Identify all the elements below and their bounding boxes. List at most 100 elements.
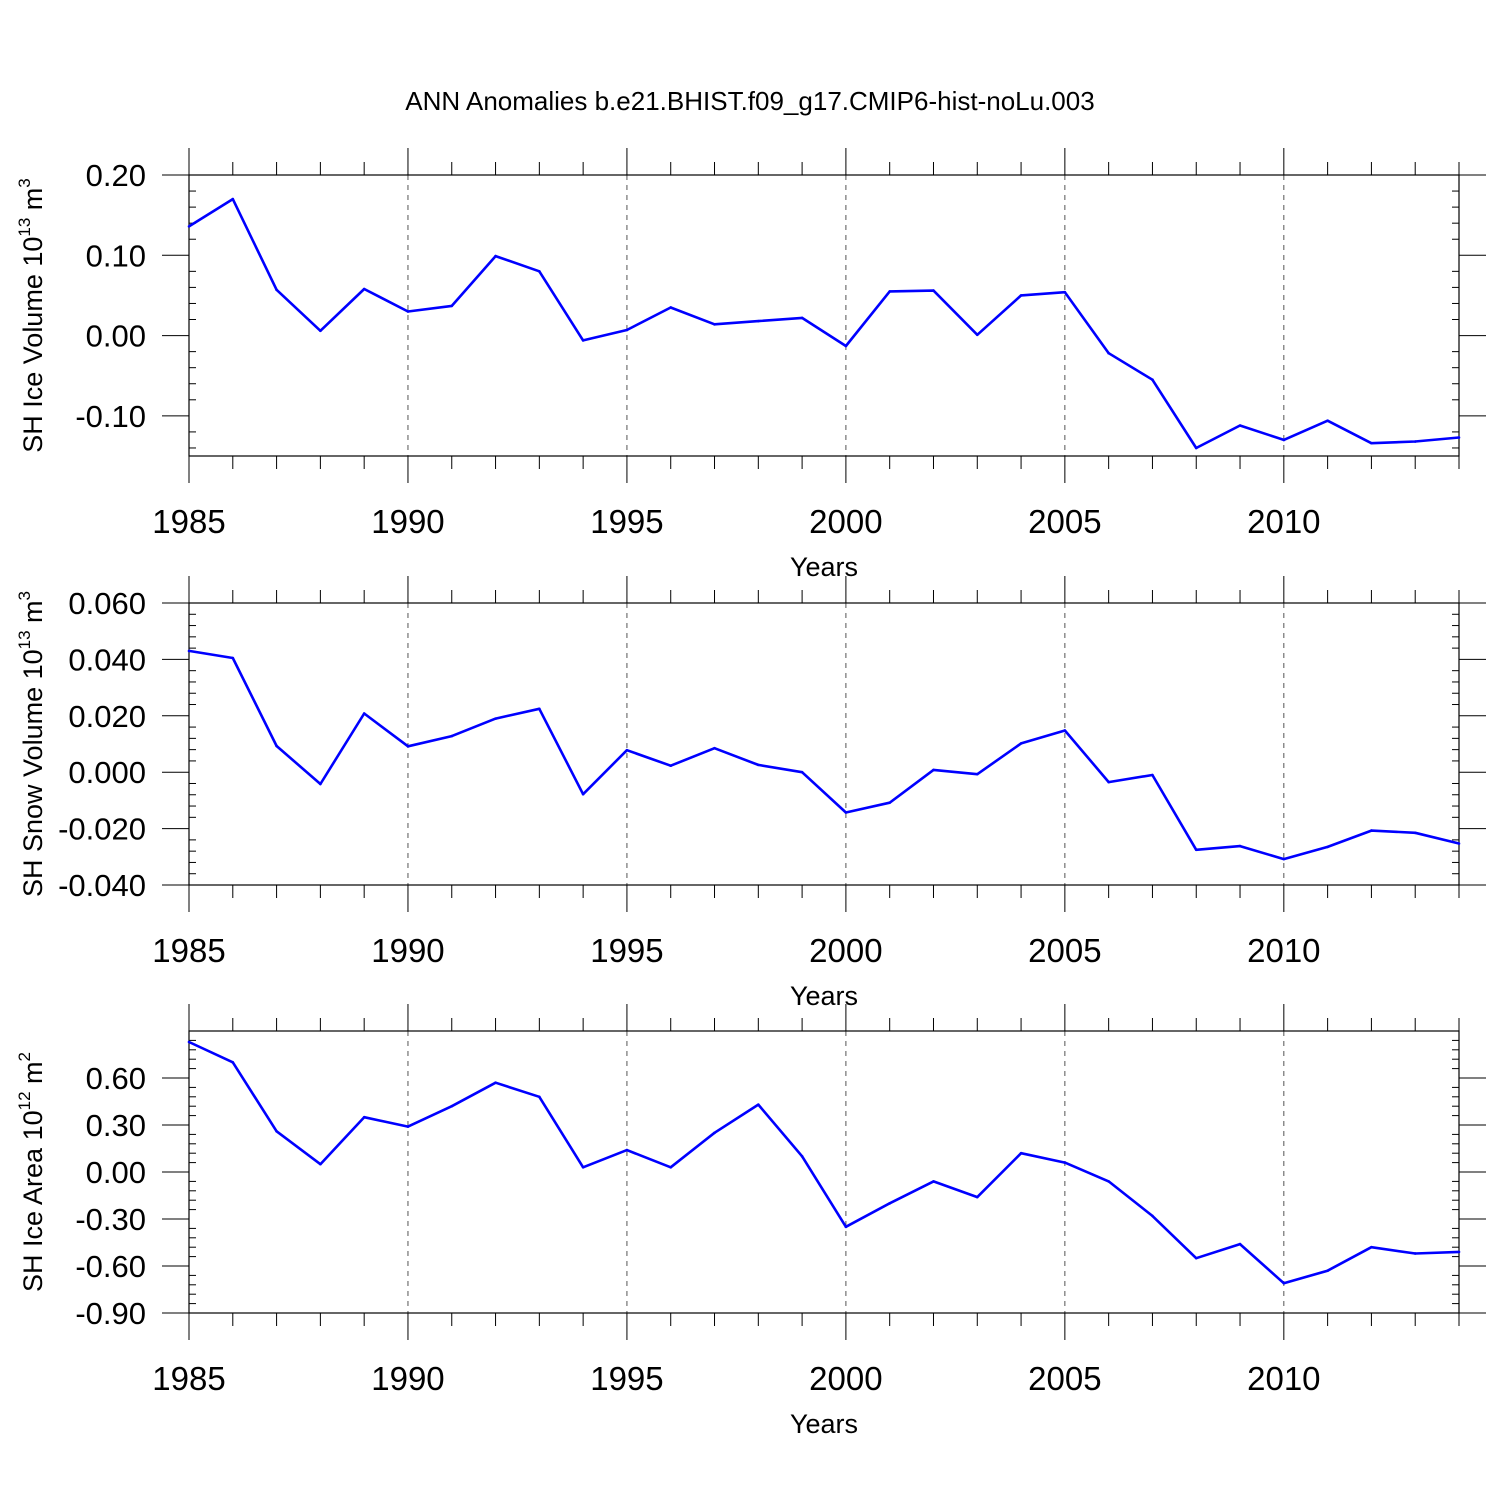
data-point xyxy=(932,289,935,292)
data-point xyxy=(1370,1245,1373,1249)
data-point xyxy=(1282,857,1286,861)
series-line xyxy=(188,649,1460,861)
data-point xyxy=(1107,1180,1110,1183)
data-point xyxy=(1370,829,1373,832)
y-tick-label: 0.00 xyxy=(86,319,146,354)
x-tick-label: 2005 xyxy=(1028,503,1101,540)
data-point xyxy=(669,1166,673,1169)
data-point xyxy=(800,770,804,774)
x-tick-label: 1985 xyxy=(152,932,225,969)
y-axis-label-exponent: 12 xyxy=(15,1091,34,1110)
data-point xyxy=(231,656,235,660)
data-point xyxy=(1151,773,1154,777)
data-point xyxy=(581,1166,585,1169)
y-tick-label: -0.30 xyxy=(75,1202,146,1237)
data-point xyxy=(538,707,541,711)
y-axis-label-unit-exponent: 3 xyxy=(15,591,34,600)
data-point xyxy=(975,333,979,337)
data-point xyxy=(187,225,191,228)
data-point xyxy=(319,1162,322,1166)
y-tick-label: 0.20 xyxy=(86,158,146,193)
y-tick-label: 0.040 xyxy=(68,642,146,677)
x-tick-label: 2005 xyxy=(1028,1360,1101,1397)
x-tick-label: 2005 xyxy=(1028,932,1101,969)
y-axis-label: SH Ice Area 1012 m2 xyxy=(15,1052,48,1292)
data-point xyxy=(275,288,278,292)
data-point xyxy=(362,287,366,291)
y-axis-label-exponent: 13 xyxy=(15,218,34,237)
y-tick-label: 0.60 xyxy=(86,1061,146,1096)
data-point xyxy=(406,310,410,313)
data-point xyxy=(975,1195,979,1199)
data-point xyxy=(932,1180,935,1183)
data-point xyxy=(1282,438,1286,442)
x-tick-label: 1995 xyxy=(590,1360,663,1397)
data-point xyxy=(1326,1269,1329,1272)
data-point xyxy=(1326,845,1329,849)
data-point xyxy=(1326,419,1329,422)
data-point xyxy=(1370,441,1373,445)
data-point xyxy=(494,254,497,258)
panel-sh-snow-volume: Years SH Snow Volume 1013 m3 1985 1990 199… xyxy=(15,576,1486,1011)
data-point xyxy=(319,329,322,333)
data-point xyxy=(1282,1281,1286,1285)
y-axis-label-unit: m xyxy=(18,600,48,630)
x-tick-label: 1995 xyxy=(590,932,663,969)
data-point xyxy=(450,734,454,738)
data-point xyxy=(406,744,410,748)
panel-sh-ice-volume: Years SH Ice Volume 1013 m3 1985 1990 1995… xyxy=(15,148,1486,582)
data-point xyxy=(1063,1161,1067,1164)
data-point xyxy=(187,1040,191,1044)
data-point xyxy=(844,811,848,814)
x-tick-label: 1985 xyxy=(152,503,225,540)
data-point xyxy=(975,772,979,776)
y-axis-label-text: SH Ice Area 10 xyxy=(18,1110,48,1292)
y-tick-label: -0.60 xyxy=(75,1249,146,1284)
data-point xyxy=(757,763,760,767)
y-tick-label: -0.90 xyxy=(75,1296,146,1331)
series-line xyxy=(188,197,1460,450)
data-point xyxy=(888,1202,891,1205)
y-axis-label: SH Ice Volume 1013 m3 xyxy=(15,178,48,453)
data-point xyxy=(625,328,629,332)
y-tick-label: 0.10 xyxy=(86,238,146,273)
x-tick-label: 1990 xyxy=(371,1360,444,1397)
y-axis-label-text: SH Ice Volume 10 xyxy=(18,237,48,453)
data-point xyxy=(1413,1252,1417,1255)
data-point xyxy=(362,712,366,715)
data-point xyxy=(494,717,497,720)
x-tick-label: 1995 xyxy=(590,503,663,540)
data-point xyxy=(1413,440,1417,443)
data-point xyxy=(1019,742,1023,745)
plot-frame xyxy=(188,602,1460,886)
y-axis-label-unit: m xyxy=(18,188,48,218)
x-tick-label: 2010 xyxy=(1247,503,1320,540)
y-axis-label-text: SH Snow Volume 10 xyxy=(18,649,48,897)
data-point xyxy=(1107,780,1110,784)
data-point xyxy=(713,1131,716,1135)
panel-sh-ice-area: Years SH Ice Area 1012 m2 1985 1990 1995 20… xyxy=(15,1004,1486,1439)
data-point xyxy=(231,197,235,201)
data-point xyxy=(1019,294,1023,297)
x-tick-label: 2000 xyxy=(809,503,882,540)
y-axis-label-exponent: 13 xyxy=(15,630,34,649)
data-point xyxy=(1457,436,1461,439)
data-point xyxy=(1457,1250,1461,1254)
y-tick-label: -0.10 xyxy=(75,399,146,434)
data-point xyxy=(1194,848,1198,852)
y-tick-label: 0.000 xyxy=(68,755,146,790)
data-point xyxy=(625,1148,629,1152)
data-point xyxy=(231,1061,235,1064)
y-axis-label-unit-exponent: 3 xyxy=(15,178,34,187)
x-tick-label: 1990 xyxy=(371,932,444,969)
x-tick-label: 2000 xyxy=(809,1360,882,1397)
data-point xyxy=(538,270,541,273)
data-point xyxy=(450,1104,454,1108)
x-tick-label: 2010 xyxy=(1247,932,1320,969)
data-point xyxy=(888,801,891,804)
data-point xyxy=(1238,424,1242,427)
x-axis-label: Years xyxy=(790,981,858,1011)
data-point xyxy=(669,764,673,768)
data-point xyxy=(538,1095,541,1099)
